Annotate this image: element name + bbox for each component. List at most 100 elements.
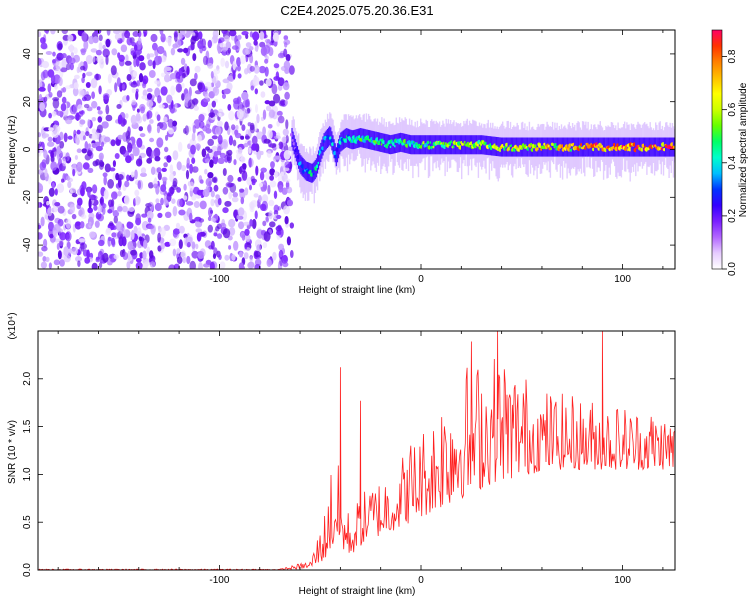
spectrogram-cell bbox=[40, 216, 45, 227]
spectrogram-cell bbox=[265, 78, 272, 87]
spectrogram-cell bbox=[254, 46, 259, 52]
colorbar-frame bbox=[711, 29, 723, 270]
spectrogram-cell bbox=[130, 249, 137, 256]
spectrogram-cell bbox=[266, 39, 272, 49]
spectrogram-cell bbox=[111, 191, 118, 200]
spectrogram-cell bbox=[110, 139, 116, 147]
spectrogram-cell bbox=[113, 254, 119, 260]
spectrogram-cell bbox=[210, 198, 215, 207]
spectrogram-cell bbox=[236, 109, 244, 120]
spectrogram-cell bbox=[186, 65, 190, 76]
y-tick-label: 2.0 bbox=[22, 371, 33, 385]
spectrogram-cell bbox=[282, 128, 289, 136]
spectrogram-cell bbox=[224, 60, 230, 69]
spectrogram-cell bbox=[284, 91, 290, 100]
spectrogram-cell bbox=[284, 216, 289, 225]
spectrogram-cell bbox=[172, 248, 177, 257]
spectrogram-cell bbox=[82, 135, 86, 141]
spectrogram-cell bbox=[244, 242, 248, 250]
spectrogram-cell bbox=[252, 135, 258, 145]
spectrogram-cell bbox=[61, 58, 67, 68]
spectrogram-cell bbox=[87, 150, 93, 157]
spectrogram-cell bbox=[217, 145, 222, 154]
spectrogram-cell bbox=[102, 252, 109, 263]
spectrogram-cell bbox=[281, 136, 287, 144]
spectrogram-cell bbox=[161, 167, 167, 172]
spectrogram-cell bbox=[132, 70, 138, 78]
spectrogram-cell bbox=[40, 71, 46, 81]
spectrogram-cell bbox=[98, 34, 103, 42]
spectrogram-cell bbox=[91, 91, 95, 99]
snr-ticks: -100 0 100 0.0 0.5 1.0 1.5 2.0 bbox=[22, 331, 675, 586]
spectrogram-cell bbox=[125, 113, 129, 119]
spectrogram-cell bbox=[222, 46, 228, 52]
spectrogram-cell bbox=[235, 125, 239, 130]
spectrogram-cell bbox=[156, 137, 164, 148]
spectrogram-cell bbox=[84, 141, 89, 151]
spectrogram-cell bbox=[303, 159, 305, 179]
spectrogram-ridge bbox=[290, 112, 675, 204]
spectrogram-cell bbox=[160, 86, 168, 96]
spectrogram-cell bbox=[40, 42, 48, 50]
spectrogram-cell bbox=[259, 41, 266, 48]
spectrogram-cell bbox=[137, 180, 142, 189]
spectrogram-cell bbox=[48, 187, 55, 197]
spectrogram-cell bbox=[269, 168, 276, 176]
spectrogram-cell bbox=[236, 65, 241, 72]
spectrogram-cell bbox=[395, 133, 397, 153]
spectrogram-cell bbox=[58, 240, 64, 247]
spectrogram-cell bbox=[152, 60, 156, 70]
spectrogram-cell bbox=[262, 220, 267, 227]
spectrogram-cell bbox=[405, 134, 407, 154]
spectrogram-cell bbox=[81, 76, 85, 84]
spectrogram-cell bbox=[85, 82, 91, 88]
spectrogram-cell bbox=[452, 135, 454, 155]
spectrogram-cell bbox=[225, 181, 233, 188]
spectrogram-cell bbox=[38, 132, 41, 138]
spectrogram-cell bbox=[661, 137, 664, 157]
x-tick-label: -100 bbox=[209, 274, 229, 285]
spectrogram-cell bbox=[126, 95, 130, 101]
spectrogram-cell bbox=[280, 65, 288, 72]
spectrogram-cell bbox=[176, 161, 182, 171]
spectrogram-cell bbox=[269, 175, 274, 181]
spectrogram-cell bbox=[238, 207, 245, 217]
spectrogram-cell bbox=[259, 80, 264, 86]
spectrogram-cell bbox=[249, 46, 254, 51]
spectrogram-cell bbox=[222, 93, 226, 99]
spectrogram-cell bbox=[161, 176, 168, 182]
spectrogram-cell bbox=[160, 184, 167, 193]
spectrogram-cell bbox=[103, 136, 111, 143]
spectrogram-cell bbox=[203, 263, 210, 268]
spectrogram-cell bbox=[198, 218, 205, 223]
spectrogram-cell bbox=[157, 172, 162, 181]
spectrogram-cell bbox=[226, 156, 231, 162]
spectrogram-cell bbox=[96, 55, 104, 63]
spectrogram-cell bbox=[117, 190, 122, 197]
spectrogram-cell bbox=[211, 100, 216, 108]
spectrogram-cell bbox=[282, 82, 290, 91]
spectrogram-cell bbox=[180, 57, 186, 65]
spectrogram-cell bbox=[49, 233, 54, 239]
spectrogram-cell bbox=[67, 135, 73, 140]
spectrogram-cell bbox=[135, 115, 143, 124]
spectrogram-cell bbox=[164, 146, 169, 153]
spectrogram-cell bbox=[142, 113, 147, 122]
spectrogram-cell bbox=[336, 143, 339, 163]
snr-multiplier-label: (x10⁴) bbox=[7, 312, 18, 339]
spectrogram-cell bbox=[196, 232, 202, 242]
spectrogram-cell bbox=[182, 47, 189, 54]
spectrogram-cell bbox=[131, 99, 136, 106]
spectrogram-cell bbox=[134, 195, 141, 206]
spectrogram-cell bbox=[197, 251, 205, 259]
spectrogram-cell bbox=[174, 103, 178, 109]
spectrogram-cell bbox=[56, 183, 65, 194]
spectrogram-cell bbox=[111, 232, 117, 238]
spectrogram-cell bbox=[71, 247, 79, 255]
spectrogram-cell bbox=[232, 192, 238, 198]
y-tick-label: 1.0 bbox=[22, 467, 33, 481]
spectrogram-cell bbox=[313, 161, 315, 181]
spectrogram-cell bbox=[278, 141, 284, 150]
spectrogram-cell bbox=[80, 48, 86, 56]
spectrogram-cell bbox=[263, 231, 271, 242]
